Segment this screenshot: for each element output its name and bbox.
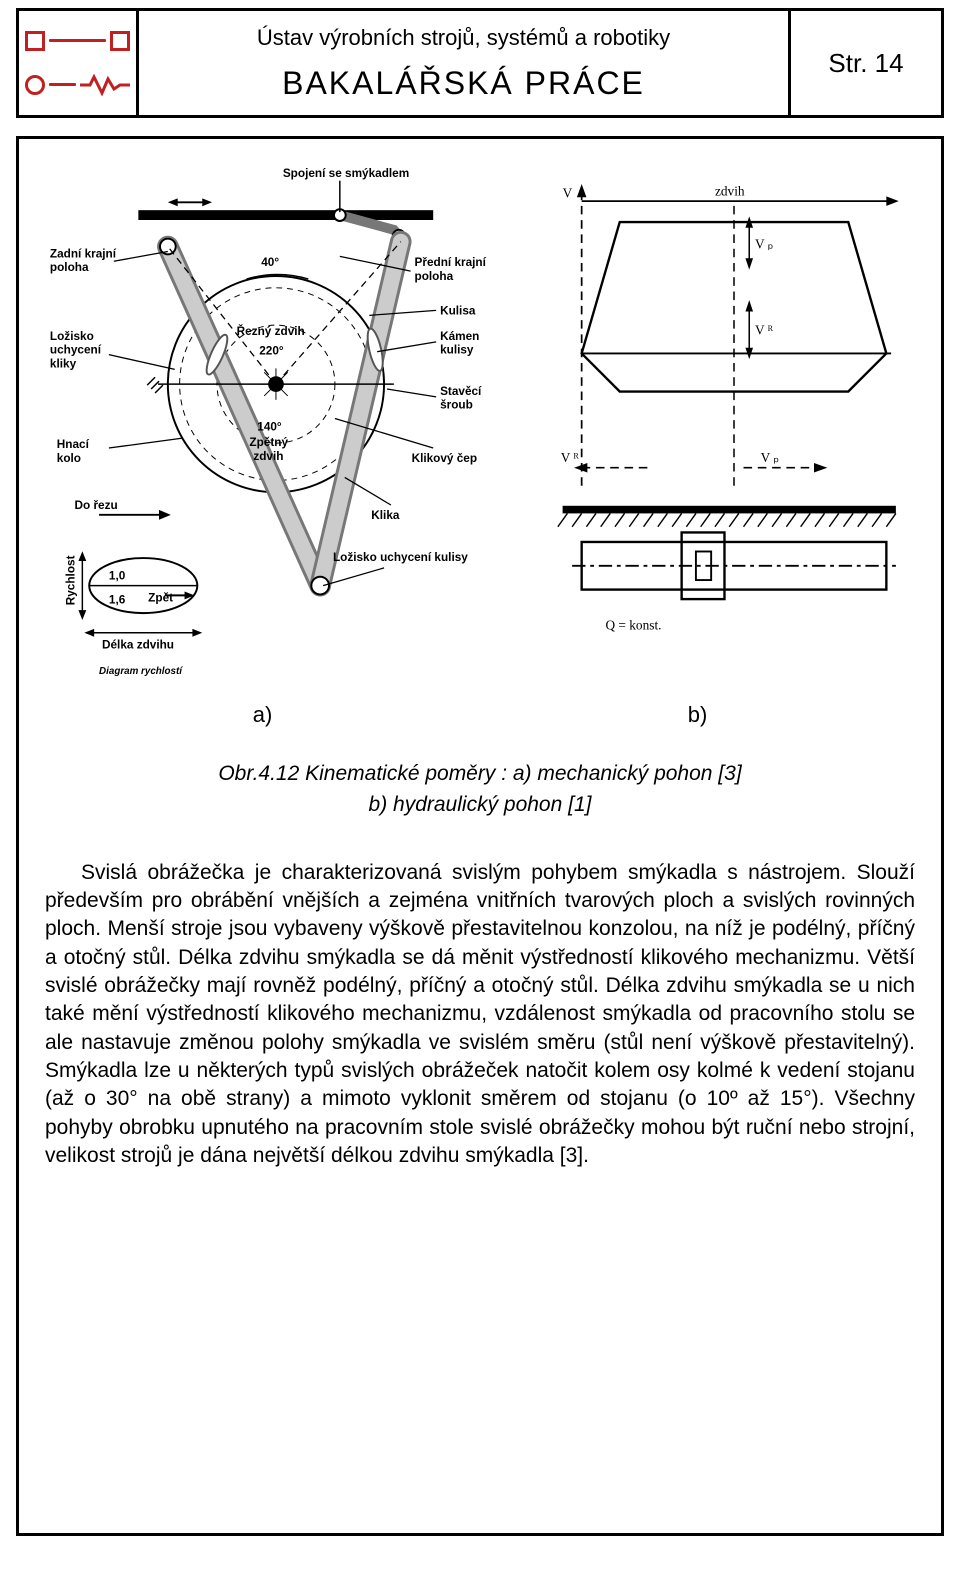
figure-a: Spojení se smýkadlem — [45, 163, 497, 694]
label: 1,0 — [109, 570, 126, 583]
label: Diagram rychlostí — [99, 666, 183, 677]
label: Stavěcí — [440, 385, 482, 398]
label: 1,6 — [109, 593, 126, 606]
logo-line-icon — [49, 83, 76, 86]
body-text: Svislá obrážečka je charakterizovaná svi… — [45, 859, 915, 1171]
label: V ᴿ — [561, 450, 580, 465]
document-type: BAKALÁŘSKÁ PRÁCE — [282, 65, 645, 102]
logo-line-icon — [49, 39, 106, 42]
label: V ᴿ — [755, 322, 774, 337]
label: Zadní krajní — [50, 247, 117, 260]
label: poloha — [415, 270, 454, 283]
logo-circle-icon — [25, 75, 45, 95]
label: Kámen — [440, 330, 479, 343]
label: 140° — [257, 420, 282, 433]
figure-title-line2: b) hydraulický pohon [1] — [45, 789, 915, 821]
label: kulisy — [440, 344, 474, 357]
label: V ₚ — [761, 450, 779, 465]
title-cell: Ústav výrobních strojů, systémů a roboti… — [139, 11, 791, 115]
logo-row-bottom — [25, 74, 130, 96]
figure-title-line1: Obr.4.12 Kinematické poměry : a) mechani… — [45, 758, 915, 790]
hydraulic-diagram-icon: V zdvih V ₚ V ᴿ — [515, 163, 915, 658]
label: V ₚ — [755, 237, 773, 252]
label: Přední krajní — [415, 256, 487, 269]
label: Ložisko uchycení kulisy — [333, 551, 468, 564]
label: Hnací — [57, 438, 90, 451]
label: Klikový čep — [412, 452, 477, 465]
institute-name: Ústav výrobních strojů, systémů a roboti… — [257, 25, 670, 51]
page-number: Str. 14 — [791, 11, 941, 115]
label: uchycení — [50, 344, 102, 357]
label: V — [563, 185, 573, 200]
label: zdvih — [715, 183, 745, 198]
label: Délka zdvihu — [102, 638, 174, 651]
label: Klika — [371, 509, 400, 522]
content-frame: Spojení se smýkadlem — [16, 136, 944, 1536]
mechanism-diagram-icon: Spojení se smýkadlem — [45, 163, 497, 694]
caption-row: a) b) — [45, 702, 915, 728]
label: zdvih — [253, 450, 283, 463]
header-frame: Ústav výrobních strojů, systémů a roboti… — [16, 8, 944, 118]
label: šroub — [440, 399, 473, 412]
logo-row-top — [25, 31, 130, 51]
label: Rychlost — [64, 555, 77, 605]
label: Do řezu — [74, 499, 117, 512]
label: Zpět — [148, 591, 173, 604]
caption-a: a) — [253, 702, 273, 728]
body-paragraph: Svislá obrážečka je charakterizovaná svi… — [45, 859, 915, 1171]
label: Kulisa — [440, 304, 476, 317]
label: poloha — [50, 261, 89, 274]
figure-b: V zdvih V ₚ V ᴿ — [515, 163, 915, 658]
logo-pulse-icon — [80, 74, 130, 96]
logo-square-icon — [25, 31, 45, 51]
caption-b: b) — [688, 702, 708, 728]
label: Ložisko — [50, 330, 94, 343]
label: 40° — [261, 256, 279, 269]
label: Q = konst. — [606, 618, 662, 633]
page: Ústav výrobních strojů, systémů a roboti… — [0, 0, 960, 1552]
logo-square-icon — [110, 31, 130, 51]
label: kliky — [50, 357, 77, 370]
label: 220° — [259, 345, 284, 358]
label: kolo — [57, 452, 81, 465]
logo-cell — [19, 11, 139, 115]
label: Zpětný — [249, 436, 288, 449]
figure-row: Spojení se smýkadlem — [45, 163, 915, 694]
label: Řezný zdvih — [237, 325, 305, 338]
label: Spojení se smýkadlem — [283, 167, 409, 180]
figure-title: Obr.4.12 Kinematické poměry : a) mechani… — [45, 758, 915, 821]
